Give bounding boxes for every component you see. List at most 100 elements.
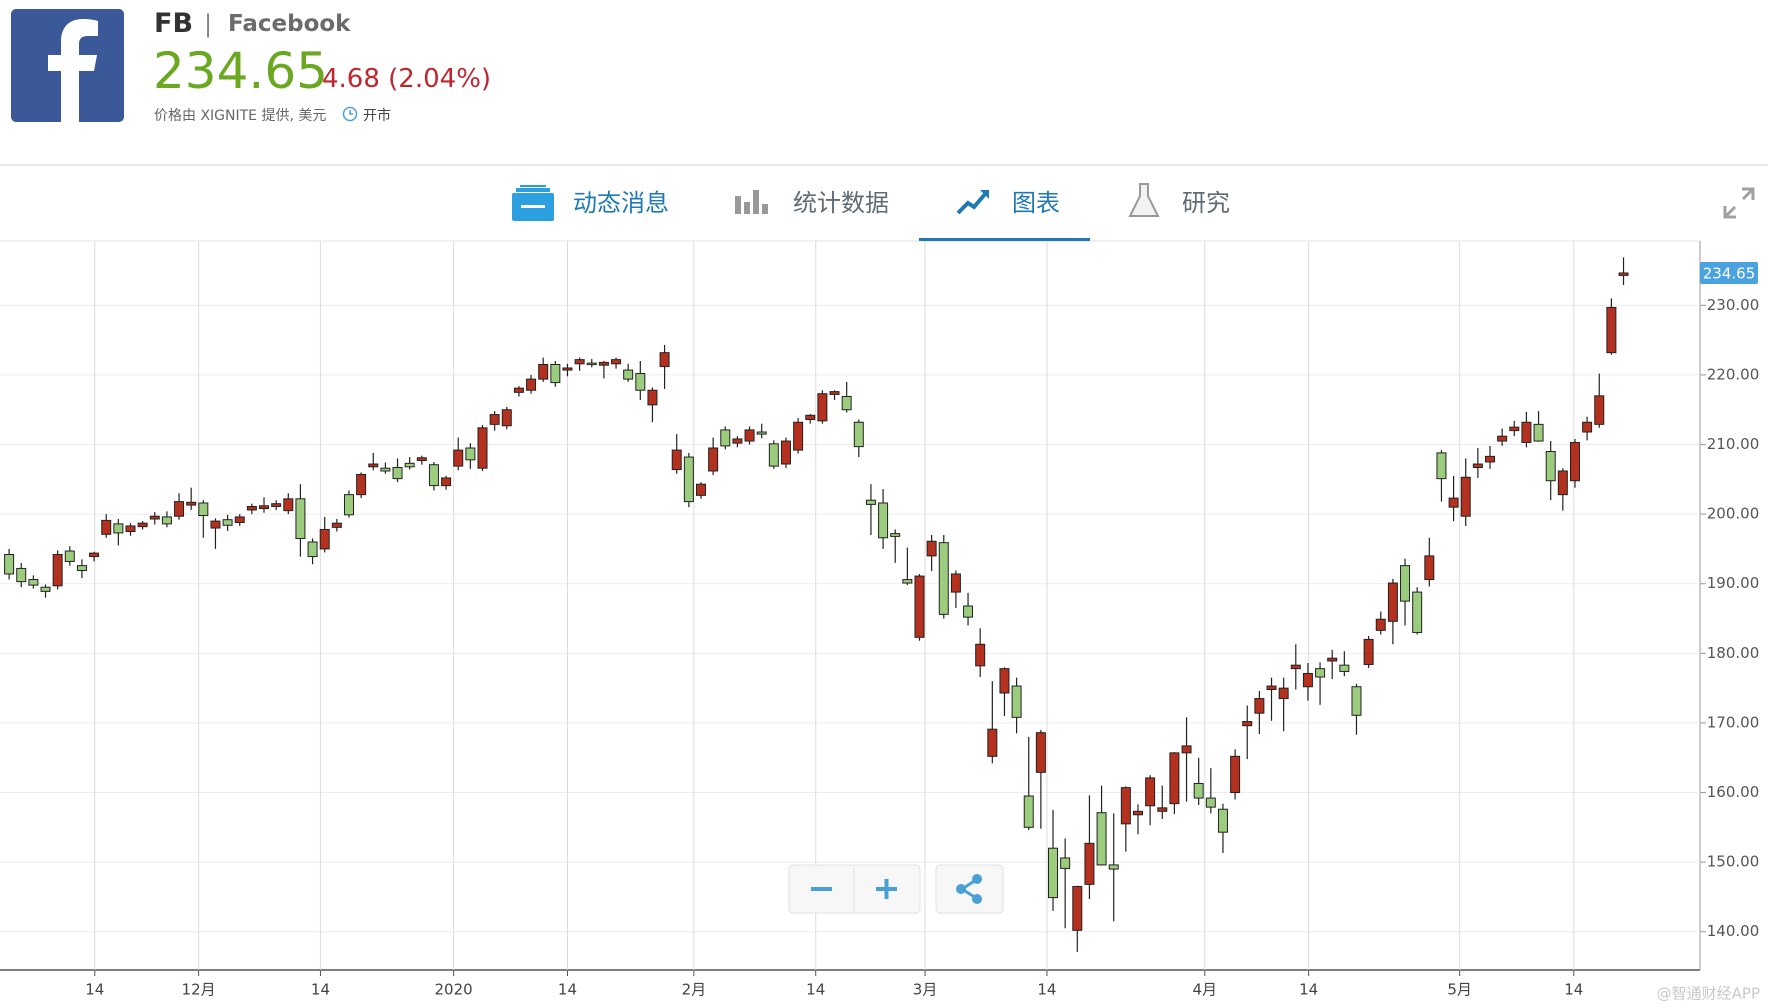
candle-body	[987, 728, 998, 757]
candle-body	[841, 396, 852, 411]
candle-body	[1266, 685, 1277, 691]
tab-news[interactable]: 动态消息	[573, 189, 669, 217]
candle-body	[1157, 807, 1168, 812]
x-tick-label: 2月	[682, 981, 707, 999]
candle-body	[1594, 395, 1605, 425]
tab-stats[interactable]: 统计数据	[793, 189, 889, 217]
candle-body	[732, 438, 743, 444]
candle-body	[793, 421, 804, 451]
candle-body	[1436, 452, 1447, 480]
candle-body	[562, 367, 573, 371]
candle-body	[1521, 421, 1532, 443]
candle-body	[1290, 664, 1301, 670]
candle-body	[865, 499, 876, 505]
candle-body	[368, 463, 379, 468]
candle-body	[1363, 638, 1374, 665]
candle-body	[720, 429, 731, 447]
icon-shape	[956, 191, 988, 215]
tab-chart[interactable]: 图表	[1012, 189, 1060, 217]
watermark: @智通财经APP	[1657, 985, 1760, 1003]
candle-body	[246, 505, 257, 511]
price-change: 4.68 (2.04%)	[322, 64, 492, 94]
candle-body	[428, 464, 439, 487]
candle-body	[465, 447, 476, 461]
expand-icon	[1723, 187, 1755, 219]
clock-hands	[349, 110, 353, 115]
y-tick-label: 140.00	[1707, 922, 1760, 940]
candle-body	[186, 501, 197, 506]
candle-body	[1582, 421, 1593, 433]
share-icon	[972, 874, 982, 884]
candle-body	[1205, 797, 1216, 808]
candle-body	[1048, 847, 1059, 899]
candle-body	[64, 550, 75, 562]
candle-body	[574, 359, 585, 365]
candle-body	[16, 567, 27, 583]
candle-layer: 234.65	[4, 257, 1758, 952]
candle-body	[1606, 306, 1617, 354]
x-tick-label: 14	[806, 981, 825, 999]
active-tab-underline	[919, 238, 1090, 241]
candle-body	[1023, 795, 1034, 828]
candle-body	[404, 462, 415, 468]
candle-body	[416, 457, 427, 462]
candle-body	[853, 421, 864, 448]
candle-body	[1327, 657, 1338, 662]
candle-body	[926, 540, 937, 557]
tab-research[interactable]: 研究	[1182, 189, 1230, 217]
candle-body	[356, 473, 367, 496]
y-tick-label: 170.00	[1707, 713, 1760, 731]
zoom-in-button[interactable]	[855, 866, 919, 912]
candle-body	[125, 525, 136, 533]
candle-body	[271, 503, 282, 507]
candle-body	[550, 363, 561, 384]
candle-body	[343, 494, 354, 516]
share-button-bg[interactable]	[935, 864, 1004, 914]
candle-body	[1485, 455, 1496, 463]
candle-body	[489, 414, 500, 425]
company-name: Facebook	[228, 11, 351, 37]
candle-body	[1181, 745, 1192, 754]
expand-button[interactable]	[1722, 186, 1756, 220]
candle-body	[1412, 591, 1423, 633]
chart-tab-icon	[956, 190, 989, 215]
share-button[interactable]	[935, 864, 1004, 914]
candle-body	[149, 515, 160, 520]
candle-body	[744, 429, 755, 442]
candle-body	[1254, 698, 1265, 714]
candle-body	[1193, 782, 1204, 799]
candle-body	[295, 498, 306, 539]
candle-body	[4, 553, 15, 575]
candle-body	[307, 541, 318, 558]
icon-shape	[516, 188, 550, 192]
candle-body	[392, 466, 403, 480]
candle-body	[1533, 423, 1544, 442]
zoom-out-button[interactable]	[790, 866, 853, 912]
x-tick-label: 12月	[182, 981, 216, 999]
logo-glyph	[48, 19, 98, 122]
y-tick-label: 200.00	[1707, 505, 1760, 523]
candle-body	[1375, 618, 1386, 631]
x-tick-label: 14	[558, 981, 577, 999]
candle-body	[817, 393, 828, 422]
icon-shape	[520, 185, 546, 187]
candle-body	[829, 391, 840, 395]
icon-shape	[980, 190, 989, 199]
x-tick-label: 14	[1037, 981, 1056, 999]
price: 234.65	[153, 42, 328, 100]
candle-body	[380, 467, 391, 472]
news-tab-icon	[512, 185, 554, 221]
header-divider	[0, 164, 1768, 166]
candle-body	[526, 378, 537, 391]
candle-body	[938, 542, 949, 615]
clock-icon	[342, 106, 358, 122]
candle-body	[259, 505, 270, 510]
candle-body	[1472, 463, 1483, 468]
price-tag-box	[1700, 261, 1758, 284]
y-tick-label: 150.00	[1707, 853, 1760, 871]
candle-body	[52, 553, 63, 587]
candle-body	[1569, 441, 1580, 482]
candle-body	[659, 352, 670, 368]
